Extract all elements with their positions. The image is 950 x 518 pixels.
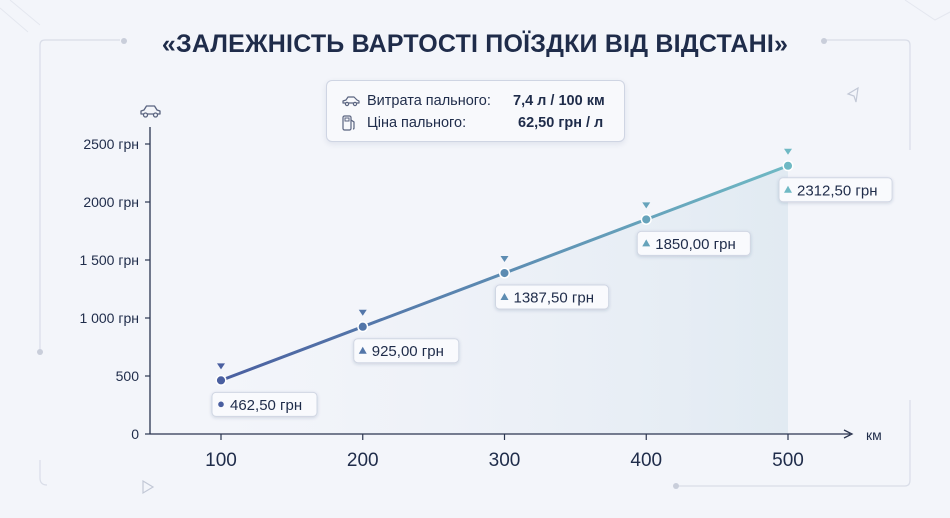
x-tick-label: 100: [205, 450, 237, 471]
data-point: [498, 267, 511, 279]
x-tick-label: 500: [772, 450, 804, 471]
y-tick-label: 2000 грн: [83, 194, 139, 210]
x-tick-label: 200: [347, 450, 379, 471]
price-label: Ціна пального:: [367, 115, 467, 131]
value-label-text: 925,00 грн: [372, 343, 444, 360]
x-tick-label: 400: [630, 450, 662, 471]
value-label-text: 1850,00 грн: [655, 236, 736, 253]
car-icon: [140, 105, 161, 118]
play-icon: [142, 479, 155, 495]
value-label: 2312,50 грн: [778, 177, 893, 203]
value-label: 1850,00 грн: [636, 230, 751, 256]
value-label: 1387,50 грн: [495, 284, 610, 310]
y-tick-label: 500: [116, 368, 140, 384]
price-row: Ціна пального: 62,50 грн / л: [341, 112, 603, 134]
chart-title: «ЗАЛЕЖНІСТЬ ВАРТОСТІ ПОЇЗДКИ ВІД ВІДСТАН…: [161, 30, 789, 58]
y-tick-label: 2500 грн: [83, 136, 139, 152]
marker-triangle: [217, 363, 225, 370]
car-icon: [341, 94, 367, 108]
value-label-text: 2312,50 грн: [797, 182, 878, 199]
value-label-text: 1387,50 грн: [514, 290, 595, 307]
label-up-triangle-icon: [500, 293, 509, 301]
y-tick-label: 0: [131, 426, 139, 442]
consumption-row: Витрата пального: 7,4 л / 100 км: [341, 90, 605, 112]
marker-triangle: [500, 256, 509, 263]
data-point: [640, 213, 652, 225]
value-label: 925,00 грн: [353, 338, 460, 364]
value-label-text: 462,50 грн: [230, 397, 302, 414]
send-icon: [846, 86, 859, 103]
y-tick-label: 1 500 грн: [79, 252, 139, 268]
label-up-triangle-icon: [358, 346, 367, 354]
marker-triangle: [642, 202, 651, 209]
marker-triangle: [784, 148, 792, 155]
price-value: 62,50 грн / л: [518, 115, 604, 131]
marker-triangle: [358, 309, 367, 316]
fuel-info-box: Витрата пального: 7,4 л / 100 км Ціна па…: [326, 80, 625, 142]
x-axis-arrow: [843, 429, 854, 439]
label-up-triangle-icon: [642, 239, 651, 247]
fuel-pump-icon: [341, 114, 367, 132]
data-point: [215, 374, 227, 386]
x-tick-label: 300: [489, 450, 521, 471]
consumption-value: 7,4 л / 100 км: [513, 93, 605, 109]
data-point: [357, 321, 369, 333]
value-label: 462,50 грн: [211, 391, 318, 417]
data-point: [782, 160, 794, 172]
label-up-triangle-icon: [784, 185, 792, 193]
label-dot-icon: [218, 401, 224, 408]
y-tick-label: 1 000 грн: [79, 310, 139, 326]
consumption-label: Витрата пального:: [367, 93, 491, 109]
x-axis-label: км: [866, 427, 882, 443]
